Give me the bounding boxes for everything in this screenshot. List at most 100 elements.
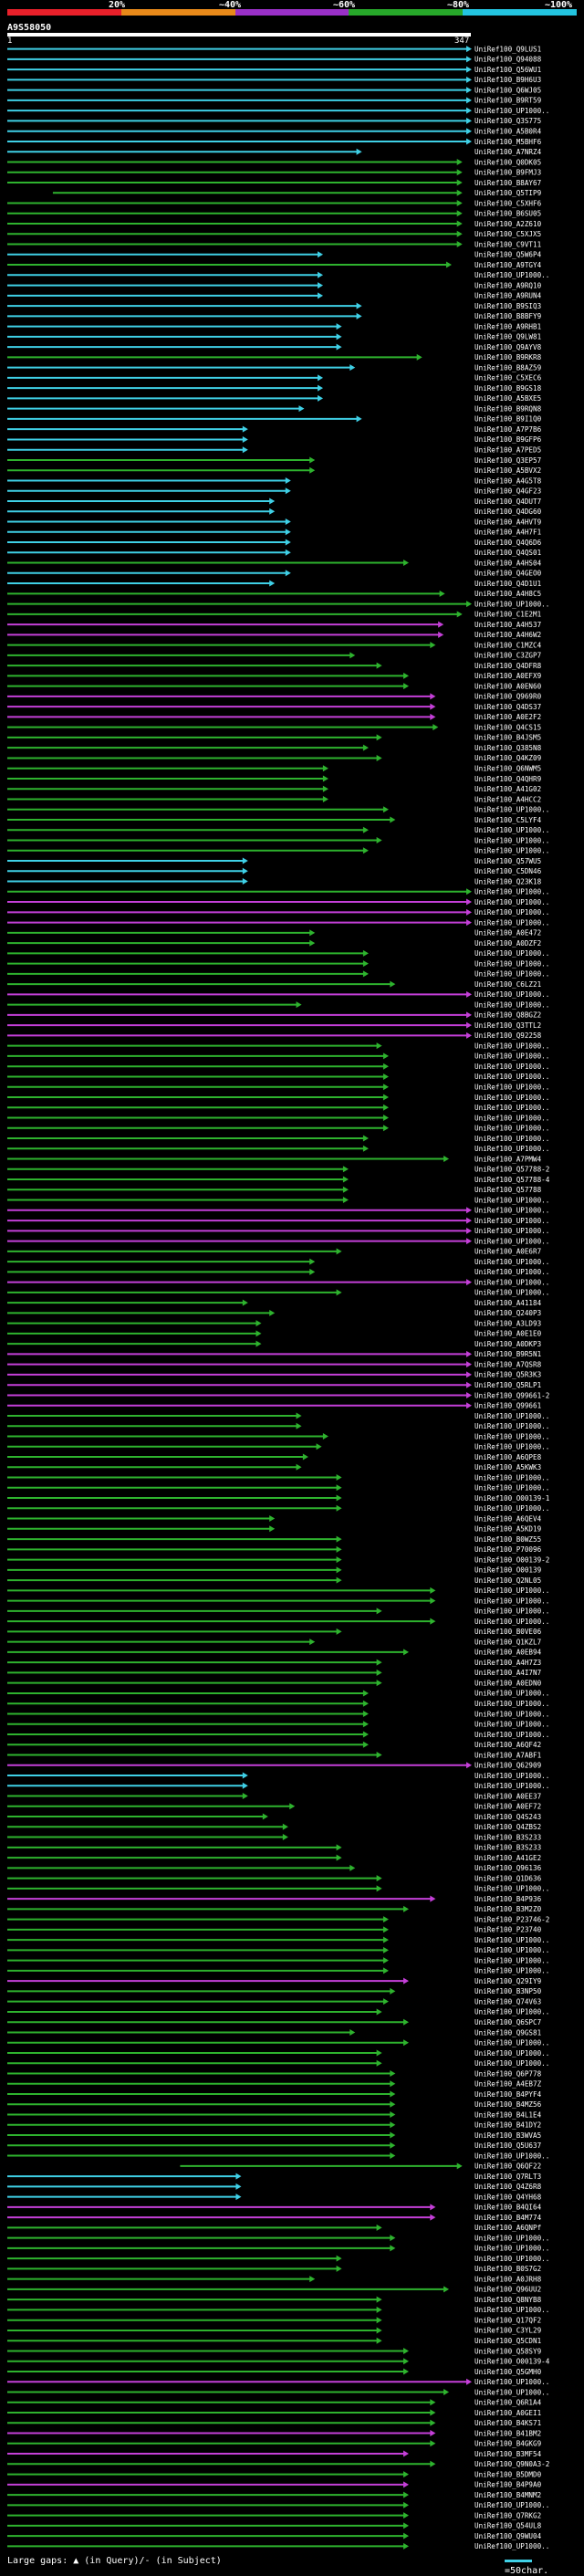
hit-arrowhead: [430, 703, 436, 710]
hit-arrowhead: [242, 446, 248, 454]
hit-arrowhead: [402, 672, 409, 679]
hit-label: UniRef100_Q6NWM5: [474, 765, 541, 773]
hit-arrowhead: [336, 1484, 342, 1492]
hit-124: UniRef100_Q240P3: [7, 1309, 541, 1317]
hit-2: UniRef100_Q94088: [7, 56, 542, 64]
hit-186: UniRef100_UP1000..: [7, 1946, 549, 1954]
hit-label: UniRef100_A0JRH8: [474, 2275, 542, 2283]
hit-236: UniRef100_Q9N0A3-2: [7, 2460, 549, 2468]
hit-240: UniRef100_UP1000..: [7, 2501, 549, 2509]
hit-label: UniRef100_Q4GF23: [474, 487, 541, 496]
hit-label: UniRef100_UP1000..: [474, 600, 549, 608]
hit-arrowhead: [466, 1238, 472, 1245]
scale-text: =50char.: [505, 2566, 549, 2576]
hit-label: UniRef100_A5KD19: [474, 1525, 542, 1534]
hit-label: UniRef100_UP1000..: [474, 959, 549, 968]
hit-label: UniRef100_UP1000..: [474, 1217, 549, 1225]
hit-154: UniRef100_UP1000..: [7, 1618, 549, 1626]
hit-206: UniRef100_UP1000..: [7, 2152, 549, 2160]
hit-189: UniRef100_Q29IY9: [7, 1977, 542, 1985]
hit-arrowhead: [466, 1031, 472, 1039]
hit-label: UniRef100_UP1000..: [474, 2255, 549, 2263]
hit-arrowhead: [376, 1042, 382, 1050]
hit-label: UniRef100_UP1000..: [474, 1473, 549, 1482]
hit-arrowhead: [362, 1741, 369, 1748]
hit-label: UniRef100_B3S233: [474, 1844, 541, 1852]
hit-arrowhead: [456, 241, 463, 248]
hit-21: UniRef100_Q5W6P4: [7, 251, 542, 259]
hit-191: UniRef100_Q74V63: [7, 1997, 541, 2005]
hit-164: UniRef100_UP1000..: [7, 1721, 549, 1729]
hit-159: UniRef100_A4I7N7: [7, 1669, 541, 1677]
hit-arrowhead: [456, 611, 463, 618]
hit-53: UniRef100_Q4D1U1: [7, 580, 542, 588]
hit-label: UniRef100_UP1000..: [474, 2306, 549, 2314]
hit-23: UniRef100_UP1000..: [7, 271, 549, 279]
hit-label: UniRef100_B4QI64: [474, 2204, 542, 2212]
hit-24: UniRef100_A9RQ10: [7, 281, 542, 289]
hit-arrowhead: [362, 1135, 369, 1142]
hit-label: UniRef100_UP1000..: [474, 1289, 549, 1297]
hit-label: UniRef100_Q92258: [474, 1031, 542, 1040]
hit-145: UniRef100_A5KD19: [7, 1525, 542, 1534]
hit-arrowhead: [382, 1926, 389, 1933]
hit-arrowhead: [316, 1443, 322, 1450]
hit-arrowhead: [242, 1772, 248, 1779]
hit-190: UniRef100_B3NP50: [7, 1987, 542, 1995]
hit-arrowhead: [376, 1751, 382, 1758]
hit-arrowhead: [390, 2080, 396, 2088]
hit-label: UniRef100_A0EE37: [474, 1792, 541, 1800]
hit-label: UniRef100_UP1000..: [474, 2501, 549, 2509]
hit-arrowhead: [336, 333, 342, 340]
hit-arrowhead: [296, 1463, 302, 1471]
hit-139: UniRef100_A5KWK3: [7, 1463, 541, 1471]
hit-label: UniRef100_A5B0R4: [474, 127, 542, 135]
hit-19: UniRef100_C5XJX5: [7, 230, 541, 238]
hit-label: UniRef100_Q5RLP1: [474, 1381, 542, 1389]
hit-label: UniRef100_C5LYF4: [474, 816, 542, 824]
hit-244: UniRef100_UP1000..: [7, 2542, 549, 2550]
hit-119: UniRef100_UP1000..: [7, 1258, 549, 1266]
hit-label: UniRef100_UP1000..: [474, 1618, 549, 1626]
hit-arrowhead: [322, 795, 328, 802]
hit-label: UniRef100_B0S7G2: [474, 2265, 541, 2273]
hit-69: UniRef100_Q385N8: [7, 744, 542, 752]
hit-209: UniRef100_Q4Z6R8: [7, 2183, 542, 2191]
hit-40: UniRef100_A7PED5: [7, 445, 541, 454]
hit-label: UniRef100_A6QNPf: [474, 2224, 541, 2232]
hit-arrowhead: [466, 46, 472, 53]
hit-label: UniRef100_A0E2F2: [474, 713, 541, 721]
hit-label: UniRef100_Q4DUT7: [474, 497, 541, 506]
hit-arrowhead: [443, 2286, 450, 2293]
footer: Large gaps: ▲ (in Query)/- (in Subject) …: [7, 2556, 577, 2576]
hit-label: UniRef100_UP1000..: [474, 1196, 549, 1204]
hit-arrowhead: [416, 353, 422, 361]
hit-92: UniRef100_C6LZ21: [7, 980, 542, 989]
hit-216: UniRef100_UP1000..: [7, 2255, 549, 2263]
hit-43: UniRef100_A4G5T8: [7, 476, 542, 485]
hit-label: UniRef100_Q4Q6D6: [474, 539, 542, 547]
hit-36: UniRef100_B9RQN8: [7, 404, 542, 413]
hit-label: UniRef100_UP1000..: [474, 888, 549, 896]
hit-label: UniRef100_UP1000..: [474, 2008, 549, 2016]
hit-20: UniRef100_C9VT11: [7, 240, 542, 248]
hit-155: UniRef100_B0VE06: [7, 1628, 542, 1636]
hit-label: UniRef100_Q1KZL7: [474, 1638, 541, 1646]
hit-label: UniRef100_UP1000..: [474, 826, 549, 834]
hit-106: UniRef100_UP1000..: [7, 1125, 549, 1133]
hit-18: UniRef100_A2Z610: [7, 220, 542, 228]
hit-label: UniRef100_B4L1E4: [474, 2110, 542, 2119]
hit-label: UniRef100_Q96UU2: [474, 2286, 541, 2294]
hit-arrowhead: [282, 1823, 288, 1830]
legend-color-bar: [7, 9, 577, 16]
hit-11: UniRef100_A7NRZ4: [7, 148, 542, 156]
hit-label: UniRef100_Q9AYV8: [474, 343, 542, 351]
hit-label: UniRef100_Q57788: [474, 1186, 542, 1194]
hit-arrowhead: [402, 2368, 409, 2375]
hit-78: UniRef100_UP1000..: [7, 836, 549, 844]
hit-arrowhead: [376, 2337, 382, 2344]
hit-215: UniRef100_UP1000..: [7, 2245, 549, 2253]
hit-96: UniRef100_Q3TTL2: [7, 1021, 541, 1030]
hit-57: UniRef100_A4H537: [7, 621, 541, 629]
hit-arrowhead: [466, 138, 472, 145]
